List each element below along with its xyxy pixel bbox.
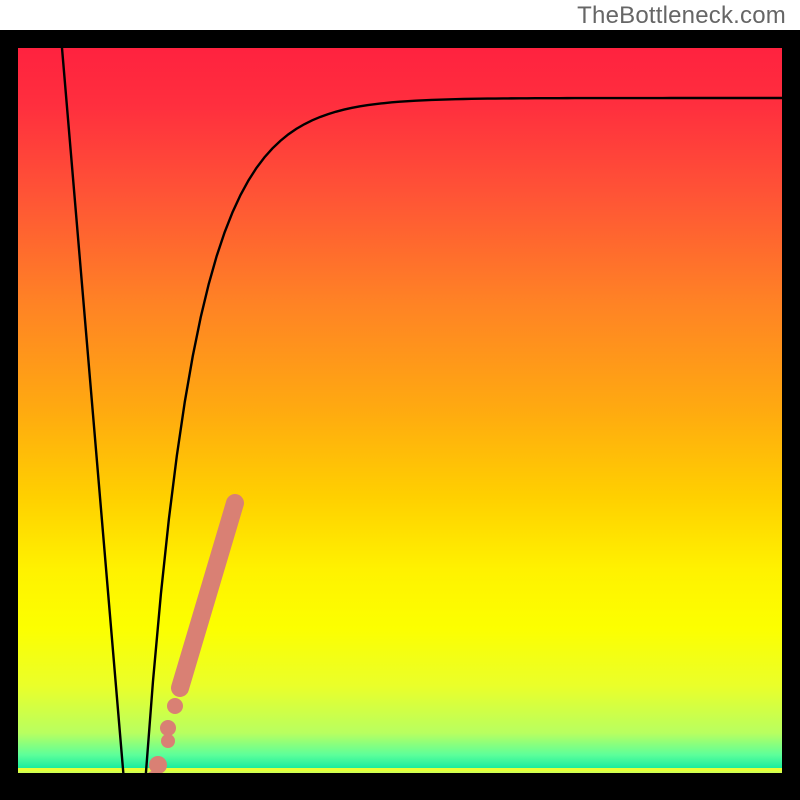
figure-root: TheBottleneck.com [0,0,800,800]
marker-dot-2 [161,734,175,748]
plot-border-left [0,30,18,791]
marker-dot-0 [167,698,183,714]
plot-border-bottom [0,773,800,800]
curve-left-line [62,48,124,773]
plot-border-top [0,30,800,48]
curve-log [145,98,782,773]
plot-area [18,48,782,773]
marker-dot-1 [160,720,176,736]
bottleneck-curve-svg [18,48,782,773]
watermark-text[interactable]: TheBottleneck.com [577,2,786,30]
plot-border-right [782,30,800,791]
marker-dot-3 [149,756,167,773]
marker-bar [180,503,235,688]
